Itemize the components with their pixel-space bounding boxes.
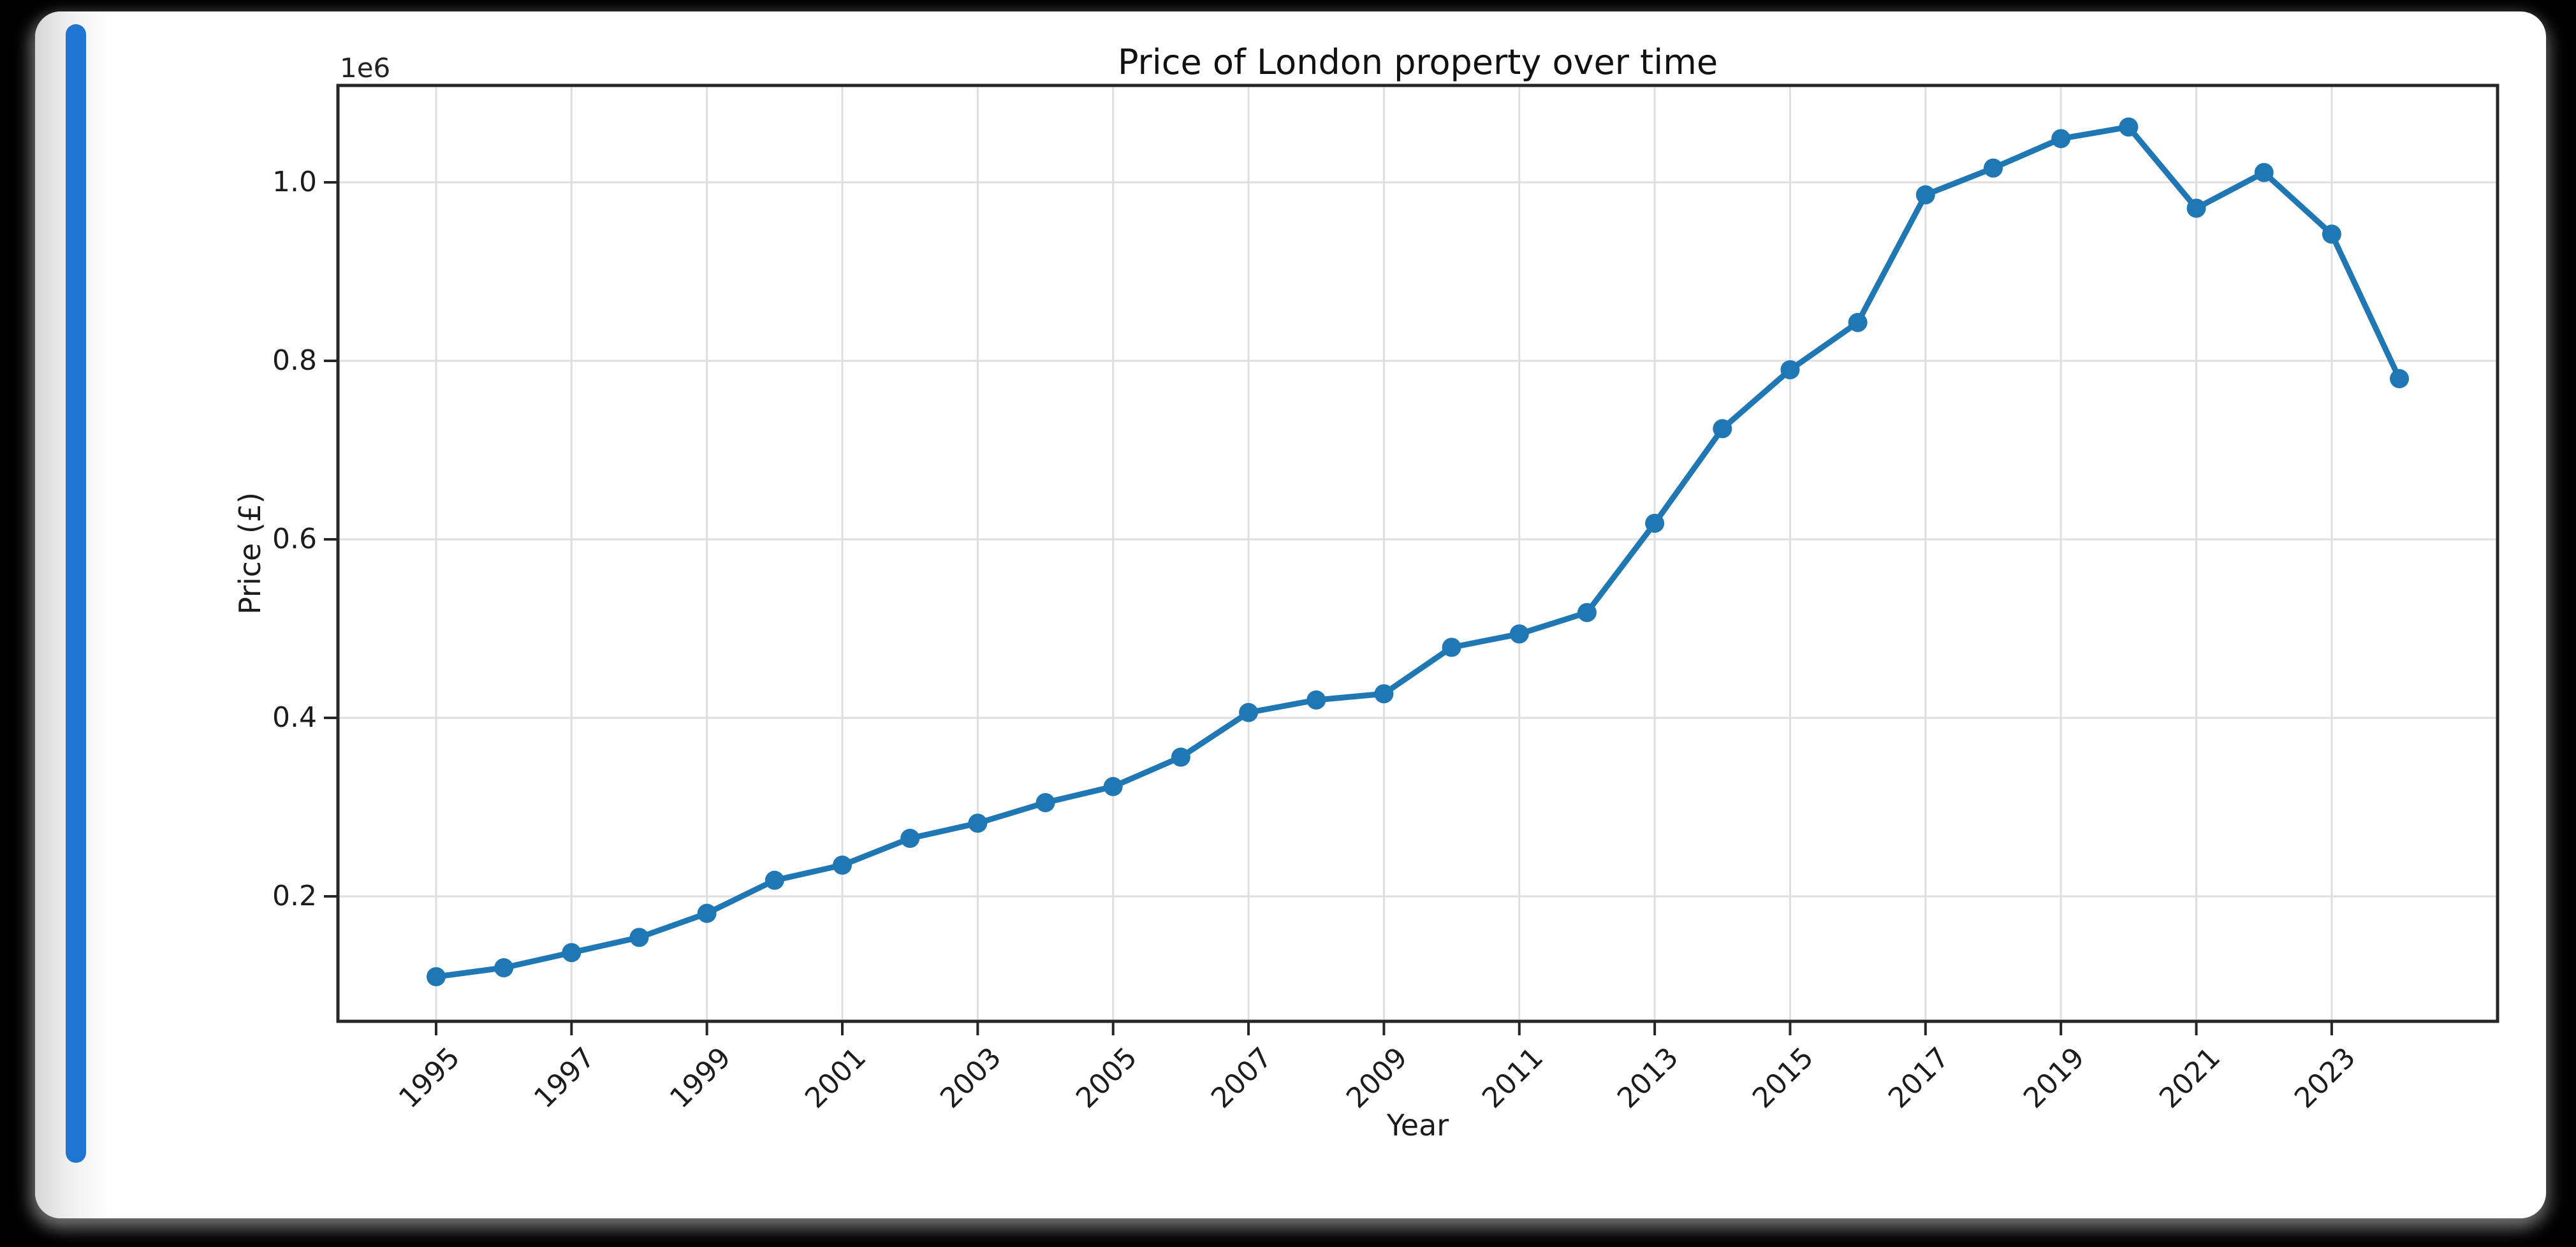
data-point-marker bbox=[1374, 684, 1394, 704]
data-point-marker bbox=[2186, 198, 2206, 218]
y-tick-label: 0.6 bbox=[272, 523, 317, 556]
vertical-scrollbar-handle[interactable] bbox=[66, 24, 86, 1163]
data-point-marker bbox=[494, 958, 514, 978]
x-axis-label: Year bbox=[1386, 1108, 1449, 1142]
y-tick-label: 0.4 bbox=[272, 701, 317, 734]
data-point-marker bbox=[1577, 602, 1597, 622]
content-card: Price of London property over time 1e6 Y… bbox=[35, 11, 2546, 1218]
data-point-marker bbox=[1306, 690, 1326, 710]
data-point-marker bbox=[1442, 638, 1461, 657]
data-point-marker bbox=[2254, 163, 2274, 182]
data-point-marker bbox=[1509, 624, 1529, 644]
data-point-marker bbox=[2390, 369, 2410, 389]
y-tick-label: 0.8 bbox=[272, 344, 317, 377]
data-point-marker bbox=[2051, 129, 2071, 149]
data-point-marker bbox=[900, 829, 920, 849]
data-point-marker bbox=[1915, 185, 1935, 205]
data-point-marker bbox=[697, 903, 717, 923]
data-point-marker bbox=[2119, 117, 2139, 137]
axes-spines bbox=[336, 84, 2499, 1023]
data-point-marker bbox=[1780, 360, 1800, 380]
data-point-marker bbox=[833, 856, 853, 875]
y-tick-label: 0.2 bbox=[272, 880, 317, 912]
data-point-marker bbox=[765, 870, 784, 890]
data-point-marker bbox=[1103, 777, 1123, 796]
y-axis-offset-text: 1e6 bbox=[340, 52, 391, 84]
data-point-marker bbox=[968, 813, 988, 833]
line-chart-plot-area bbox=[324, 84, 2499, 1035]
data-point-marker bbox=[1983, 158, 2003, 178]
data-point-marker bbox=[1036, 793, 1055, 813]
data-point-marker bbox=[1645, 513, 1665, 533]
data-point-marker bbox=[1848, 312, 1868, 332]
data-point-marker bbox=[562, 943, 582, 963]
chart-title: Price of London property over time bbox=[1117, 42, 1718, 82]
y-tick-label: 1.0 bbox=[272, 166, 317, 199]
data-point-marker bbox=[1713, 419, 1732, 439]
data-point-marker bbox=[426, 967, 446, 987]
data-point-marker bbox=[1239, 703, 1259, 722]
price-line-series bbox=[433, 124, 2403, 980]
data-point-marker bbox=[1171, 747, 1190, 767]
data-point-marker bbox=[2322, 224, 2341, 244]
data-point-marker bbox=[629, 928, 649, 947]
